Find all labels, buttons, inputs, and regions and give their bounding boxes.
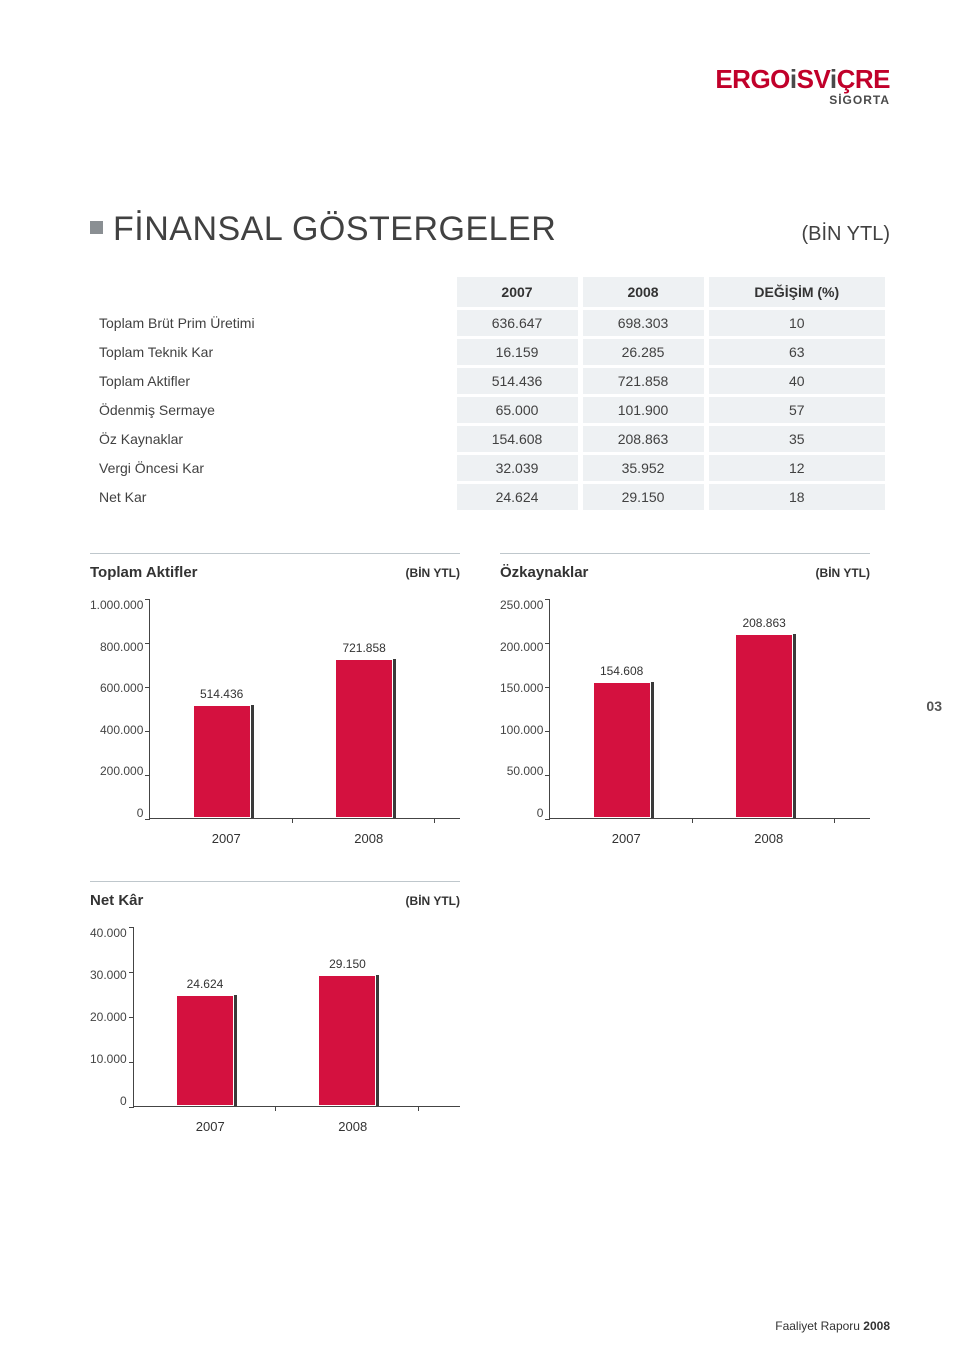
bar bbox=[735, 634, 793, 818]
chart-unit: (BİN YTL) bbox=[406, 894, 460, 908]
bar-value-label: 154.608 bbox=[562, 664, 682, 678]
bar-value-label: 208.863 bbox=[704, 616, 824, 630]
cell-2007: 65.000 bbox=[457, 397, 578, 423]
col-2008: 2008 bbox=[583, 277, 704, 307]
cell-change: 40 bbox=[709, 368, 885, 394]
cell-2007: 636.647 bbox=[457, 310, 578, 336]
table-row: Öz Kaynaklar154.608208.86335 bbox=[95, 426, 885, 452]
cell-2008: 208.863 bbox=[583, 426, 704, 452]
bar-value-label: 721.858 bbox=[304, 641, 424, 655]
bar bbox=[335, 659, 393, 818]
cell-2008: 29.150 bbox=[583, 484, 704, 510]
cell-2007: 16.159 bbox=[457, 339, 578, 365]
ytick-label: 0 bbox=[120, 1095, 127, 1107]
table-row: Ödenmiş Sermaye65.000101.90057 bbox=[95, 397, 885, 423]
ytick-label: 200.000 bbox=[500, 641, 543, 653]
row-label: Toplam Aktifler bbox=[95, 368, 452, 394]
bar bbox=[193, 705, 251, 818]
cell-2008: 35.952 bbox=[583, 455, 704, 481]
ytick-label: 0 bbox=[537, 807, 544, 819]
ytick-label: 30.000 bbox=[90, 969, 127, 981]
row-label: Ödenmiş Sermaye bbox=[95, 397, 452, 423]
bar bbox=[176, 995, 234, 1106]
cell-change: 18 bbox=[709, 484, 885, 510]
table-row: Toplam Brüt Prim Üretimi636.647698.30310 bbox=[95, 310, 885, 336]
col-change: DEĞİŞİM (%) bbox=[709, 277, 885, 307]
ytick-label: 0 bbox=[137, 807, 144, 819]
xtick-label: 2008 bbox=[698, 831, 841, 846]
cell-2008: 101.900 bbox=[583, 397, 704, 423]
chart-net-kar: Net Kâr (BİN YTL) 40.000 30.000 20.000 10.000… bbox=[90, 881, 460, 1134]
table-row: Vergi Öncesi Kar32.03935.95212 bbox=[95, 455, 885, 481]
ytick-label: 50.000 bbox=[507, 765, 544, 777]
ytick-label: 10.000 bbox=[90, 1053, 127, 1065]
cell-2008: 721.858 bbox=[583, 368, 704, 394]
cell-change: 63 bbox=[709, 339, 885, 365]
chart-unit: (BİN YTL) bbox=[816, 566, 870, 580]
xtick-label: 2007 bbox=[155, 831, 298, 846]
chart-unit: (BİN YTL) bbox=[406, 566, 460, 580]
bar bbox=[318, 975, 376, 1106]
ytick-label: 400.000 bbox=[100, 724, 143, 736]
table-row: Toplam Aktifler514.436721.85840 bbox=[95, 368, 885, 394]
ytick-label: 200.000 bbox=[100, 765, 143, 777]
footer: Faaliyet Raporu 2008 bbox=[775, 1319, 890, 1333]
ytick-label: 1.000.000 bbox=[90, 599, 143, 611]
row-label: Toplam Brüt Prim Üretimi bbox=[95, 310, 452, 336]
row-label: Toplam Teknik Kar bbox=[95, 339, 452, 365]
title-unit: (BİN YTL) bbox=[801, 223, 890, 246]
cell-2007: 514.436 bbox=[457, 368, 578, 394]
chart-title: Özkaynaklar bbox=[500, 564, 588, 581]
bar-value-label: 24.624 bbox=[145, 977, 265, 991]
row-label: Net Kar bbox=[95, 484, 452, 510]
ytick-label: 20.000 bbox=[90, 1011, 127, 1023]
xtick-label: 2007 bbox=[555, 831, 698, 846]
logo-brand: ERGOiSViÇRE bbox=[715, 64, 890, 95]
chart-title: Toplam Aktifler bbox=[90, 564, 198, 581]
cell-change: 12 bbox=[709, 455, 885, 481]
table-row: Toplam Teknik Kar16.15926.28563 bbox=[95, 339, 885, 365]
table-row: Net Kar24.62429.15018 bbox=[95, 484, 885, 510]
title-bullet-icon bbox=[90, 221, 103, 234]
bar-value-label: 29.150 bbox=[287, 957, 407, 971]
cell-2008: 26.285 bbox=[583, 339, 704, 365]
financial-table: 2007 2008 DEĞİŞİM (%) Toplam Brüt Prim Ü… bbox=[90, 274, 890, 513]
cell-change: 57 bbox=[709, 397, 885, 423]
ytick-label: 800.000 bbox=[100, 641, 143, 653]
footer-year: 2008 bbox=[863, 1319, 890, 1333]
logo: ERGOiSViÇRE SİGORTA bbox=[715, 64, 890, 107]
xtick-label: 2008 bbox=[282, 1119, 425, 1134]
ytick-label: 250.000 bbox=[500, 599, 543, 611]
ytick-label: 600.000 bbox=[100, 682, 143, 694]
chart-toplam-aktifler: Toplam Aktifler (BİN YTL) 1.000.000 800.000… bbox=[90, 553, 460, 846]
cell-change: 10 bbox=[709, 310, 885, 336]
ytick-label: 100.000 bbox=[500, 724, 543, 736]
page-number: 03 bbox=[926, 698, 942, 714]
col-2007: 2007 bbox=[457, 277, 578, 307]
chart-title: Net Kâr bbox=[90, 892, 143, 909]
xtick-label: 2007 bbox=[139, 1119, 282, 1134]
bar bbox=[593, 682, 651, 818]
logo-sub: SİGORTA bbox=[715, 93, 890, 107]
cell-change: 35 bbox=[709, 426, 885, 452]
cell-2008: 698.303 bbox=[583, 310, 704, 336]
cell-2007: 32.039 bbox=[457, 455, 578, 481]
footer-label: Faaliyet Raporu bbox=[775, 1319, 863, 1333]
bar-value-label: 514.436 bbox=[162, 687, 282, 701]
row-label: Öz Kaynaklar bbox=[95, 426, 452, 452]
ytick-label: 150.000 bbox=[500, 682, 543, 694]
cell-2007: 24.624 bbox=[457, 484, 578, 510]
page-title: FİNANSAL GÖSTERGELER bbox=[113, 210, 556, 249]
xtick-label: 2008 bbox=[298, 831, 441, 846]
ytick-label: 40.000 bbox=[90, 927, 127, 939]
title-row: FİNANSAL GÖSTERGELER (BİN YTL) bbox=[90, 210, 890, 249]
cell-2007: 154.608 bbox=[457, 426, 578, 452]
chart-ozkaynaklar: Özkaynaklar (BİN YTL) 250.000 200.000 150.00… bbox=[500, 553, 870, 846]
row-label: Vergi Öncesi Kar bbox=[95, 455, 452, 481]
